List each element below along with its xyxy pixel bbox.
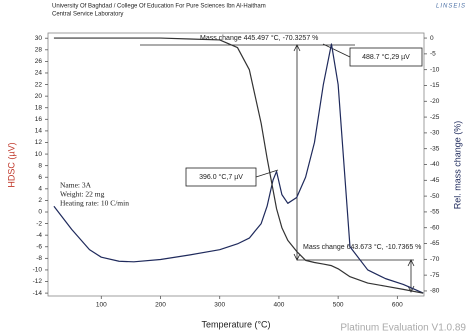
y2-tick-label: -75 — [430, 272, 440, 279]
y-tick-label: 26 — [35, 58, 43, 65]
y-tick-label: 10 — [35, 151, 43, 158]
sample-info: Weight: 22 mg — [60, 190, 105, 199]
y2-tick-label: -40 — [430, 161, 440, 168]
y-tick-label: -8 — [36, 255, 42, 262]
y2-tick-label: -70 — [430, 256, 440, 263]
y-tick-label: 0 — [38, 209, 42, 216]
y2-tick-label: -15 — [430, 82, 440, 89]
x-tick-label: 600 — [392, 302, 403, 309]
y2-tick-label: -10 — [430, 66, 440, 73]
y2-tick-label: -55 — [430, 209, 440, 216]
annotation: 488.7 °C,29 µV — [362, 53, 410, 61]
y-tick-label: -14 — [33, 290, 43, 297]
footer: Platinum Evaluation V1.0.89 — [340, 323, 466, 334]
data-line — [53, 37, 424, 294]
x-tick-label: 100 — [96, 302, 107, 309]
x-tick-label: 400 — [273, 302, 284, 309]
x-tick-label: 200 — [155, 302, 166, 309]
y-tick-label: 20 — [35, 93, 43, 100]
sample-info: Heating rate: 10 C/min — [60, 199, 129, 208]
y2-tick-label: -45 — [430, 177, 440, 184]
sample-info: Name: 3A — [60, 181, 92, 190]
y2-tick-label: 0 — [430, 35, 434, 42]
header-line: Central Service Laboratory — [52, 12, 123, 18]
annotation-box — [349, 47, 423, 67]
y-tick-label: 2 — [38, 197, 42, 204]
y2-tick-label: -25 — [430, 114, 440, 121]
annotation: Mass change 643.673 °C, -10.7365 % — [303, 243, 421, 251]
y-axis-label: HDSC (µV) — [6, 142, 16, 187]
y-tick-label: -12 — [33, 278, 43, 285]
y2-tick-label: -5 — [430, 51, 436, 58]
y-tick-label: 22 — [35, 81, 43, 88]
x-tick-label: 500 — [333, 302, 344, 309]
y2-tick-label: -65 — [430, 240, 440, 247]
y2-axis-label: Rel. mass change (%) — [452, 121, 462, 210]
y-tick-label: 6 — [38, 174, 42, 181]
annotation-lines — [140, 43, 415, 293]
y-tick-label: -6 — [36, 243, 42, 250]
y-tick-label: 8 — [38, 162, 42, 169]
y2-tick-label: -50 — [430, 193, 440, 200]
y-tick-label: -4 — [36, 232, 42, 239]
y-tick-label: -10 — [33, 267, 43, 274]
y-tick-label: 24 — [35, 70, 43, 77]
y2-tick-label: -60 — [430, 224, 440, 231]
y2-tick-label: -80 — [430, 288, 440, 295]
y2-tick-label: -35 — [430, 145, 440, 152]
header-line: University Of Baghdad / College Of Educa… — [52, 4, 266, 10]
y-tick-label: 30 — [35, 35, 43, 42]
y-tick-label: 18 — [35, 104, 43, 111]
y-tick-label: 14 — [35, 128, 43, 135]
x-tick-label: 300 — [214, 302, 225, 309]
annotation: 396.0 °C,7 µV — [199, 173, 243, 181]
y2-tick-label: -20 — [430, 98, 440, 105]
y2-tick-label: -30 — [430, 130, 440, 137]
x-axis-label: Temperature (°C) — [201, 319, 270, 329]
brand: LINSEIS — [436, 4, 466, 10]
y-tick-label: 28 — [35, 47, 43, 54]
annotation-box — [185, 167, 257, 187]
y-tick-label: -2 — [36, 220, 42, 227]
annotation: Mass change 445.497 °C, -70.3257 % — [200, 34, 318, 42]
y-tick-label: 4 — [38, 186, 42, 193]
y-tick-label: 12 — [35, 139, 43, 146]
y-tick-label: 16 — [35, 116, 43, 123]
data-line — [53, 43, 424, 294]
